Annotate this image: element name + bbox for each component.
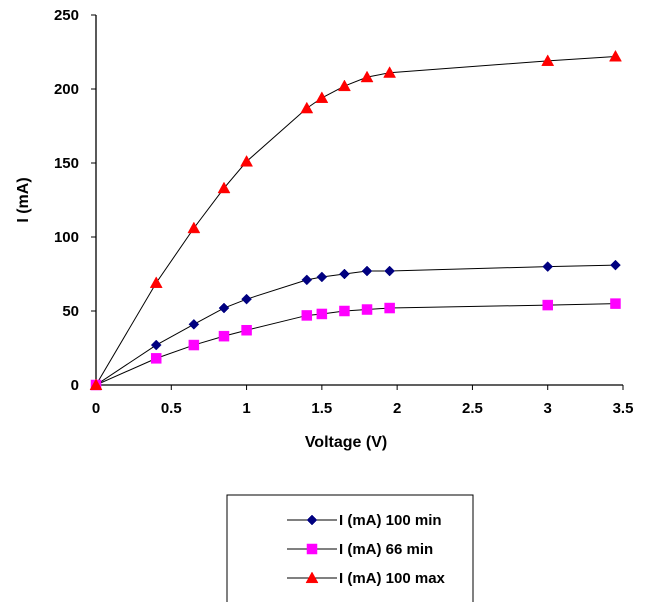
data-point bbox=[384, 302, 395, 314]
y-tick-label: 250 bbox=[54, 7, 79, 24]
data-point bbox=[150, 339, 162, 351]
data-point bbox=[384, 265, 395, 277]
x-tick-label: 3.5 bbox=[613, 400, 634, 417]
data-point bbox=[217, 181, 231, 194]
data-point bbox=[339, 305, 350, 317]
data-point bbox=[218, 302, 230, 314]
series-line-2 bbox=[95, 303, 616, 386]
y-tick-label: 150 bbox=[54, 155, 79, 172]
y-tick-label: 0 bbox=[71, 377, 79, 394]
data-point bbox=[542, 299, 553, 311]
y-tick-label: 100 bbox=[54, 229, 79, 246]
data-point bbox=[241, 324, 252, 336]
x-tick-label: 3 bbox=[544, 400, 552, 417]
data-point bbox=[240, 155, 253, 167]
data-point bbox=[339, 268, 350, 280]
series-lines bbox=[95, 55, 616, 386]
data-point bbox=[315, 91, 329, 103]
legend-label-1: I (mA) 100 min bbox=[339, 512, 442, 529]
tick-labels: 0 0.5 1 1.5 2 2.5 3 3.5 0 50 100 150 200 250 bbox=[54, 7, 633, 417]
legend-marker-3 bbox=[305, 571, 319, 584]
data-point bbox=[610, 259, 621, 271]
data-point bbox=[338, 79, 351, 92]
y-tick-label: 50 bbox=[62, 303, 79, 320]
data-point bbox=[383, 66, 397, 78]
data-point bbox=[542, 261, 554, 272]
x-tick-label: 1.5 bbox=[311, 400, 332, 417]
data-point bbox=[150, 353, 162, 364]
x-tick-label: 0 bbox=[92, 400, 100, 417]
data-point bbox=[301, 310, 313, 321]
y-tick-label: 200 bbox=[54, 81, 79, 98]
data-point bbox=[610, 298, 621, 309]
data-point bbox=[188, 339, 200, 351]
data-point bbox=[241, 293, 252, 305]
data-point bbox=[89, 378, 103, 391]
data-point bbox=[316, 308, 328, 320]
series-line-1 bbox=[95, 264, 616, 386]
legend: I (mA) 100 min I (mA) 66 min I (mA) 100 ma… bbox=[226, 494, 474, 602]
y-axis-title: I (mA) bbox=[15, 177, 32, 222]
legend-marker-2 bbox=[306, 543, 318, 555]
axes bbox=[91, 14, 624, 390]
data-point bbox=[188, 318, 200, 330]
data-point bbox=[361, 265, 373, 277]
legend-label-2: I (mA) 66 min bbox=[339, 541, 433, 558]
x-tick-label: 2 bbox=[393, 400, 401, 417]
x-axis-title: Voltage (V) bbox=[305, 434, 387, 451]
series-line-3 bbox=[95, 55, 616, 386]
data-point bbox=[301, 274, 313, 286]
data-point bbox=[361, 304, 373, 315]
legend-box bbox=[226, 494, 474, 602]
legend-marker-1 bbox=[306, 514, 318, 526]
x-tick-label: 0.5 bbox=[161, 400, 182, 417]
data-point bbox=[149, 276, 163, 288]
legend-label-3: I (mA) 100 max bbox=[339, 570, 446, 587]
data-point bbox=[609, 49, 622, 62]
data-point bbox=[360, 70, 374, 83]
x-tick-label: 2.5 bbox=[462, 400, 483, 417]
data-point bbox=[218, 330, 230, 342]
data-point bbox=[541, 54, 555, 66]
data-point bbox=[300, 101, 314, 114]
series-markers bbox=[89, 49, 622, 391]
x-tick-label: 1 bbox=[242, 400, 250, 417]
data-point bbox=[316, 271, 328, 283]
data-point bbox=[187, 221, 201, 234]
